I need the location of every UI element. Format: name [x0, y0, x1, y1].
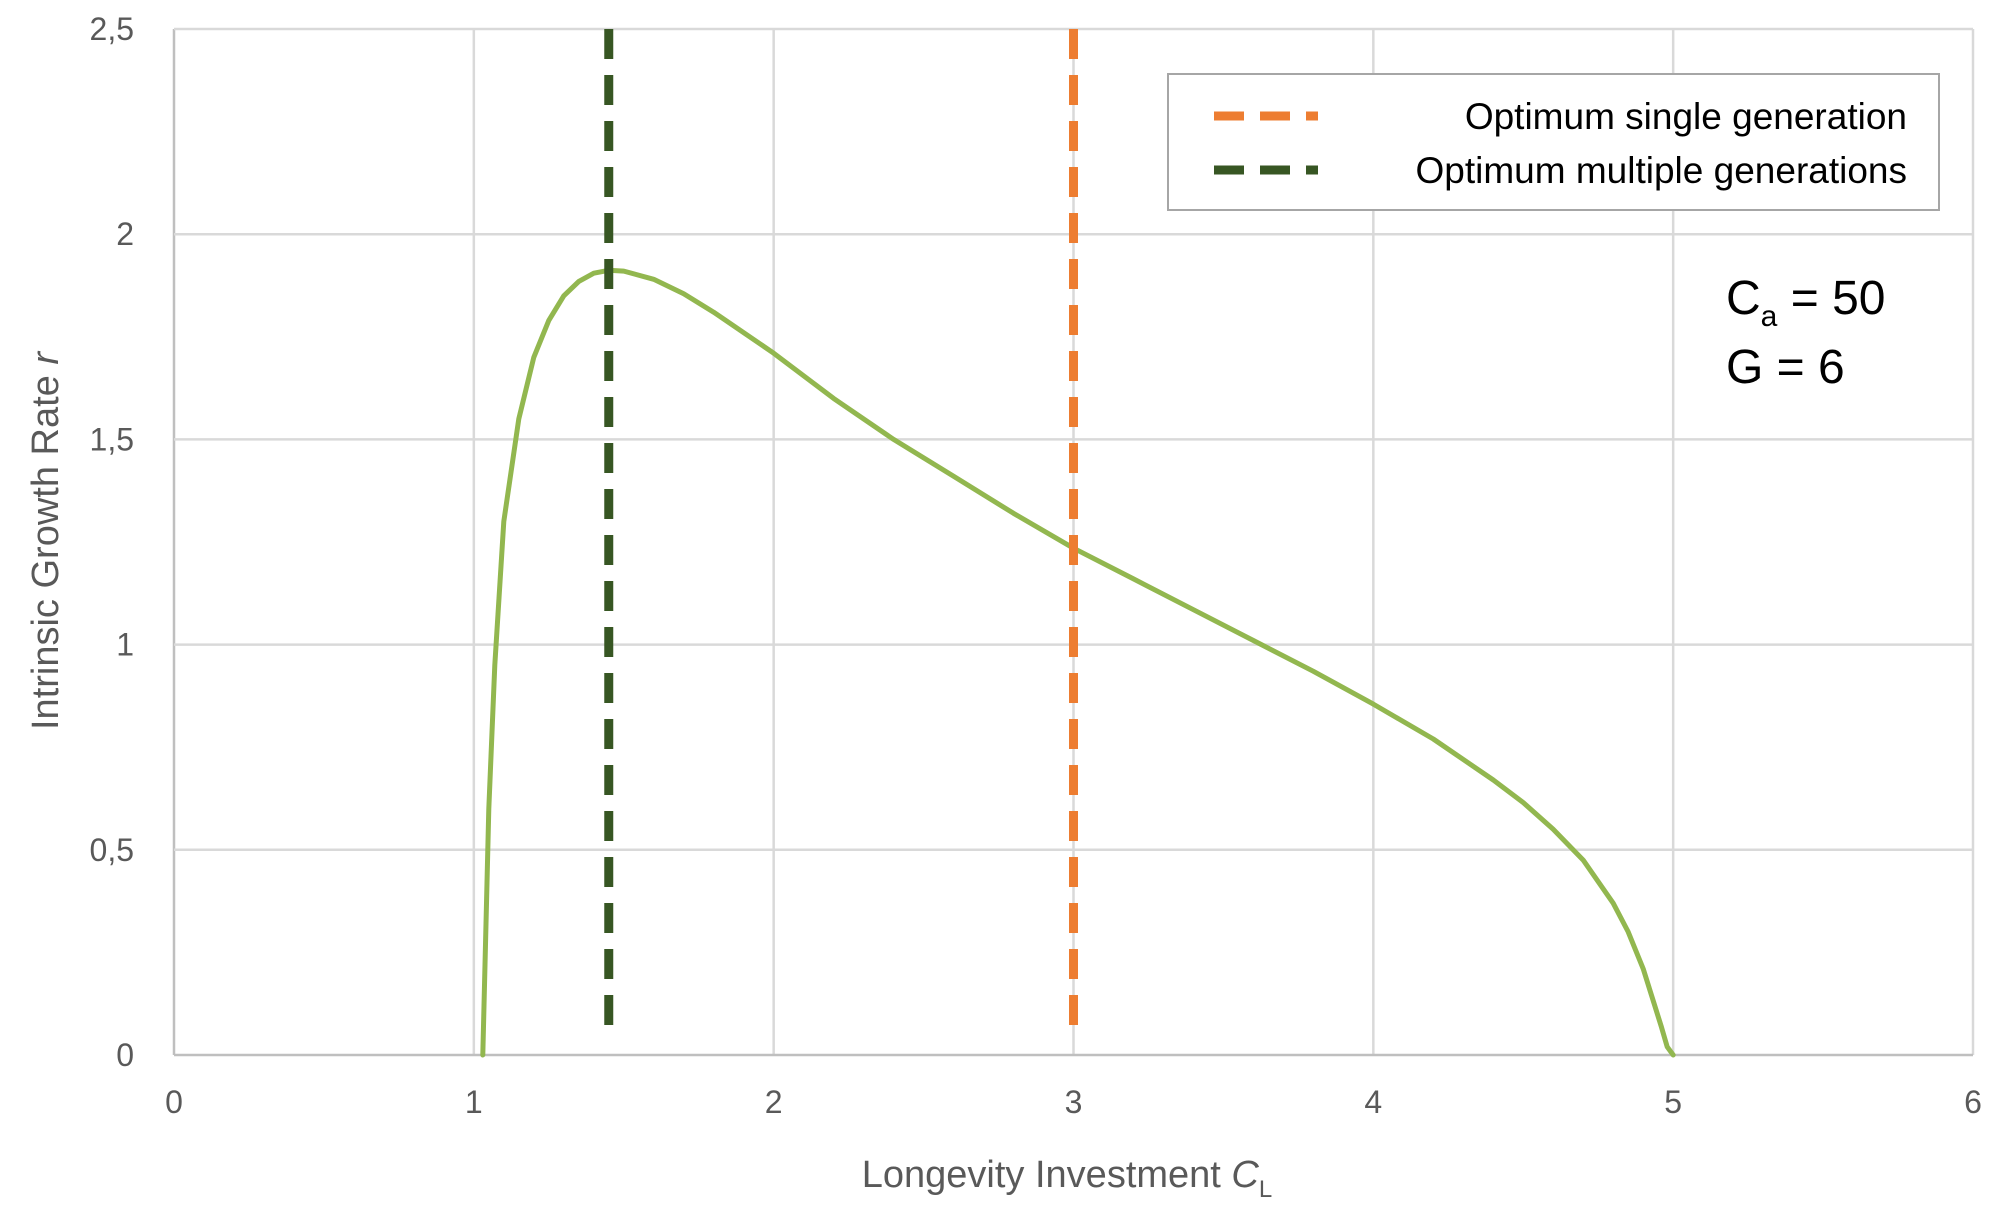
x-axis-label: Longevity Investment CL: [862, 1154, 1272, 1203]
y-tick-label-5: 2,5: [90, 11, 134, 47]
y-axis-label-text: Intrinsic Growth Rate: [25, 375, 67, 730]
y-tick-label-3: 1,5: [90, 421, 134, 457]
legend-label-multiple-generations: Optimum multiple generations: [1416, 150, 1908, 191]
annotation-ca-prefix: C: [1726, 272, 1761, 325]
x-tick-label-5: 5: [1664, 1084, 1682, 1120]
annotation-g: G = 6: [1726, 341, 1845, 394]
x-tick-label-1: 1: [465, 1084, 483, 1120]
y-axis-label: Intrinsic Growth Rate r: [25, 351, 67, 730]
annotation-ca-value: = 50: [1777, 272, 1885, 325]
x-axis-label-subscript: L: [1259, 1176, 1272, 1203]
y-tick-label-2: 1: [116, 627, 134, 663]
legend: Optimum single generation Optimum multip…: [1167, 73, 1940, 211]
axes: 0 1 2 3 4 5 6 0 0,5 1 1,5 2 2,5: [90, 11, 1982, 1120]
x-axis-label-text: Longevity Investment: [862, 1154, 1222, 1196]
y-axis-label-spacer: [25, 365, 67, 376]
annotation-ca: Ca = 50: [1726, 272, 1885, 333]
y-tick-label-4: 2: [116, 216, 134, 252]
y-tick-label-1: 0,5: [90, 832, 134, 868]
x-tick-label-3: 3: [1065, 1084, 1083, 1120]
x-tick-label-2: 2: [765, 1084, 783, 1120]
x-axis-label-variable: C: [1231, 1154, 1259, 1196]
y-tick-label-0: 0: [116, 1037, 134, 1073]
parameter-annotations: Ca = 50 G = 6: [1726, 272, 1885, 394]
x-tick-label-6: 6: [1964, 1084, 1982, 1120]
growth-rate-curve: [480, 267, 1676, 1058]
legend-box: [1167, 73, 1940, 211]
x-tick-label-0: 0: [165, 1084, 183, 1120]
y-axis-label-variable: r: [25, 351, 67, 365]
x-tick-label-4: 4: [1364, 1084, 1382, 1120]
plot-area: [480, 29, 1676, 1058]
x-axis-label-spacer: [1221, 1154, 1232, 1196]
annotation-ca-subscript: a: [1761, 300, 1778, 333]
legend-label-single-generation: Optimum single generation: [1465, 96, 1907, 137]
